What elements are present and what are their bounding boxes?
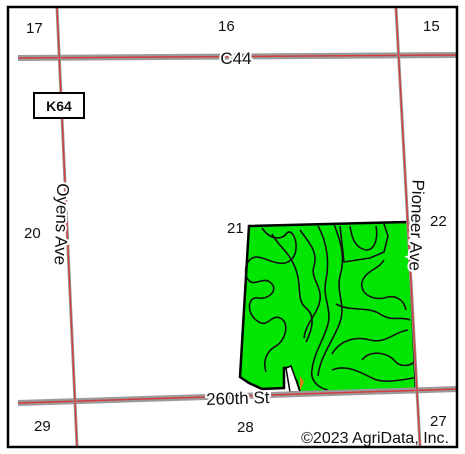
section-20: 20 (24, 225, 41, 242)
road-label-pioneer-ave: Pioneer Ave (405, 179, 427, 271)
copyright-notice: ©2023 AgriData, Inc. (301, 430, 449, 447)
section-28: 28 (237, 419, 254, 436)
road-label-oyens-ave: Oyens Ave (51, 183, 73, 266)
route-shield-k64: K64 (33, 92, 85, 119)
section-22: 22 (430, 213, 447, 230)
road-label-260th-st: 260th St (206, 388, 270, 409)
section-16: 16 (218, 18, 235, 35)
section-numbers: 17 16 15 20 21 22 29 28 27 (24, 18, 447, 436)
road-260th-st (17, 386, 459, 406)
road-oyens-ave (55, 7, 79, 447)
section-27: 27 (430, 413, 447, 430)
field-orange-spot (300, 376, 304, 390)
section-29: 29 (34, 418, 51, 435)
soil-boundaries (244, 223, 415, 391)
svg-text:K64: K64 (46, 98, 72, 114)
road-pioneer-ave (394, 7, 422, 447)
field-inner-strip (285, 365, 302, 393)
section-15: 15 (423, 18, 440, 35)
section-17: 17 (26, 20, 43, 37)
section-21: 21 (227, 220, 244, 237)
road-c44 (17, 52, 459, 61)
map-frame (6, 5, 459, 449)
road-label-c44: C44 (220, 49, 251, 68)
